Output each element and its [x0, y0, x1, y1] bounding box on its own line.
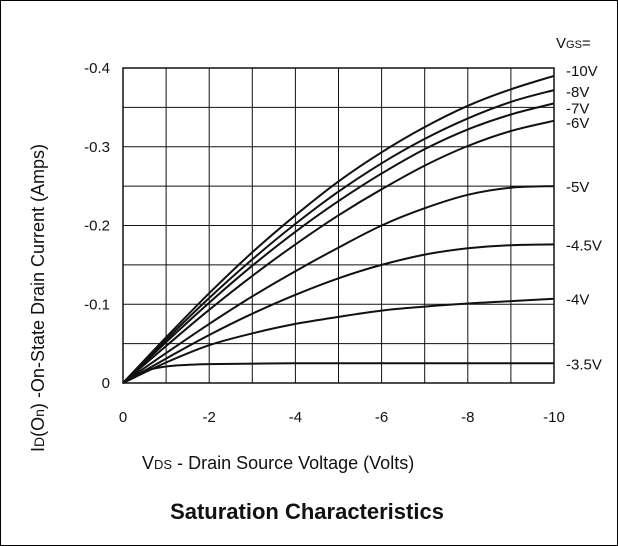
- x-tick-label: -10: [543, 409, 565, 426]
- x-axis-label-text: - Drain Source Voltage (Volts): [172, 453, 414, 473]
- y-axis-label-paren-sub: n: [31, 409, 47, 417]
- series-label: -6V: [566, 115, 589, 132]
- x-tick-label: 0: [119, 409, 127, 426]
- x-tick-labels: 0 -2 -4 -6 -8 -10: [119, 409, 565, 426]
- y-tick-label: -0.2: [84, 218, 110, 235]
- y-tick-label: -0.3: [84, 139, 110, 156]
- series-label: -10V: [566, 63, 598, 80]
- plot-area-border: [122, 67, 555, 384]
- y-axis-label-paren-post: ): [28, 403, 48, 409]
- series-line: [122, 243, 555, 384]
- legend-header-suffix: =: [582, 35, 591, 52]
- legend-header-prefix: V: [556, 35, 566, 52]
- curves: [122, 74, 555, 384]
- series-label: -8V: [566, 84, 589, 101]
- y-axis-label-text: -On-State Drain Current (Amps): [28, 144, 48, 403]
- series-line: [122, 362, 554, 384]
- series-line: [122, 119, 555, 384]
- x-tick-label: -6: [375, 409, 388, 426]
- grid: [122, 67, 555, 384]
- x-tick-label: -4: [289, 409, 302, 426]
- series-label: -5V: [566, 179, 589, 196]
- x-axis-label: VDS - Drain Source Voltage (Volts): [142, 453, 414, 473]
- series-line: [122, 185, 555, 384]
- y-tick-label: 0: [102, 375, 110, 392]
- series-label: -3.5V: [566, 356, 602, 373]
- y-tick-label: -0.4: [84, 60, 110, 77]
- y-tick-label: -0.1: [84, 296, 110, 313]
- y-axis-label-prefix: I: [28, 447, 48, 452]
- chart-title: Saturation Characteristics: [170, 499, 444, 524]
- y-tick-labels: 0 -0.1 -0.2 -0.3 -0.4: [84, 60, 110, 392]
- x-tick-label: -8: [461, 409, 474, 426]
- series-label: -4V: [566, 292, 589, 309]
- series-line: [122, 102, 555, 384]
- series-label: -7V: [566, 100, 589, 117]
- x-axis-label-prefix: V: [142, 453, 154, 473]
- x-axis-label-sub: DS: [154, 457, 172, 472]
- y-axis-label-paren-pre: (O: [28, 417, 48, 437]
- series-line: [122, 74, 555, 384]
- series-label: -4.5V: [566, 237, 602, 254]
- plot-border: [122, 67, 555, 384]
- legend-header-sub: GS: [566, 39, 582, 51]
- legend-header: VGS=: [556, 35, 591, 52]
- series-line: [122, 297, 555, 384]
- y-axis-label-sub: D: [31, 437, 47, 447]
- x-tick-label: -2: [203, 409, 216, 426]
- y-axis-label: ID(On) -On-State Drain Current (Amps): [28, 144, 48, 452]
- series-line: [122, 89, 555, 384]
- series-labels: -10V -8V-7V-6V -5V -4.5V -4V -3.5V: [566, 63, 602, 373]
